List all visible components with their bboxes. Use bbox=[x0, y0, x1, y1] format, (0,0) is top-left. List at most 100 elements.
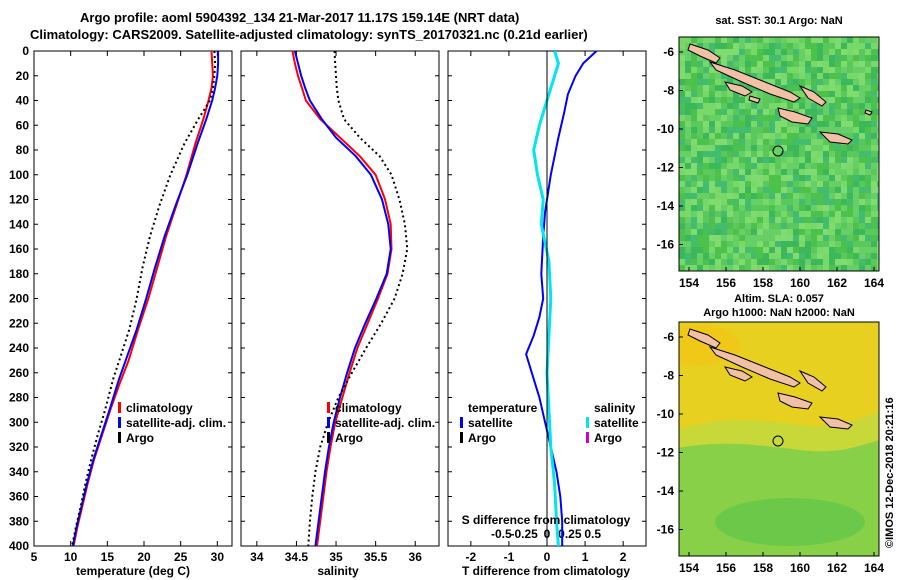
sst-pixel bbox=[817, 223, 823, 229]
sst-pixel bbox=[703, 169, 709, 175]
sst-pixel bbox=[691, 199, 697, 205]
sst-pixel bbox=[733, 79, 739, 85]
sst-pixel bbox=[745, 253, 751, 259]
sst-pixel bbox=[859, 157, 865, 163]
sst-pixel bbox=[817, 211, 823, 217]
sst-pixel bbox=[787, 193, 793, 199]
sst-pixel bbox=[769, 61, 775, 67]
sst-pixel bbox=[865, 79, 871, 85]
sst-pixel bbox=[841, 121, 847, 127]
sst-pixel bbox=[745, 217, 751, 223]
sst-pixel bbox=[709, 181, 715, 187]
sst-pixel bbox=[691, 247, 697, 253]
depth-tick-label: 60 bbox=[16, 118, 30, 132]
sst-pixel bbox=[739, 187, 745, 193]
depth-tick-label: 380 bbox=[9, 514, 29, 528]
sst-pixel bbox=[865, 121, 871, 127]
sst-pixel bbox=[853, 109, 859, 115]
sst-pixel bbox=[745, 103, 751, 109]
sst-pixel bbox=[841, 265, 847, 271]
sst-pixel bbox=[745, 85, 751, 91]
sst-pixel bbox=[781, 85, 787, 91]
lat-tick-label: -8 bbox=[663, 369, 674, 383]
sst-pixel bbox=[781, 205, 787, 211]
temperature-axis-label: temperature (deg C) bbox=[76, 564, 190, 578]
sst-pixel bbox=[709, 67, 715, 73]
series-argo bbox=[307, 51, 409, 546]
sst-pixel bbox=[757, 151, 763, 157]
sst-pixel bbox=[697, 139, 703, 145]
sst-pixel bbox=[811, 187, 817, 193]
sst-pixel bbox=[817, 37, 823, 43]
sst-pixel bbox=[847, 223, 853, 229]
sst-pixel bbox=[787, 85, 793, 91]
sst-pixel bbox=[727, 229, 733, 235]
sst-pixel bbox=[757, 241, 763, 247]
sst-pixel bbox=[745, 193, 751, 199]
sst-pixel bbox=[685, 97, 691, 103]
sst-pixel bbox=[715, 247, 721, 253]
sst-pixel bbox=[703, 265, 709, 271]
sst-pixel bbox=[709, 193, 715, 199]
sst-pixel bbox=[757, 115, 763, 121]
sst-pixel bbox=[877, 253, 879, 259]
sst-pixel bbox=[715, 205, 721, 211]
sst-pixel bbox=[709, 91, 715, 97]
sst-pixel bbox=[721, 217, 727, 223]
sst-pixel bbox=[853, 157, 859, 163]
sst-pixel bbox=[811, 61, 817, 67]
sst-pixel bbox=[745, 151, 751, 157]
sst-pixel bbox=[757, 181, 763, 187]
depth-tick-label: 200 bbox=[9, 292, 29, 306]
x-tick-label: 20 bbox=[137, 550, 151, 564]
sst-pixel bbox=[781, 199, 787, 205]
sst-pixel bbox=[835, 67, 841, 73]
sst-pixel bbox=[775, 169, 781, 175]
sst-pixel bbox=[763, 265, 769, 271]
sst-pixel bbox=[865, 229, 871, 235]
sst-pixel bbox=[715, 157, 721, 163]
sst-pixel bbox=[871, 115, 877, 121]
sst-pixel bbox=[841, 181, 847, 187]
sst-pixel bbox=[775, 163, 781, 169]
island-guadalcanal bbox=[777, 107, 813, 125]
island-santa-isabel-sla bbox=[708, 346, 801, 388]
sst-pixel bbox=[817, 181, 823, 187]
sst-pixel bbox=[685, 259, 691, 265]
sst-pixel bbox=[697, 241, 703, 247]
legend-swatch bbox=[586, 417, 589, 428]
sst-pixel bbox=[703, 61, 709, 67]
sst-pixel bbox=[739, 121, 745, 127]
sst-pixel bbox=[727, 61, 733, 67]
sst-pixel bbox=[739, 49, 745, 55]
sst-pixel bbox=[847, 199, 853, 205]
sst-pixel bbox=[769, 121, 775, 127]
sst-pixel bbox=[805, 223, 811, 229]
sst-pixel bbox=[721, 151, 727, 157]
sst-pixel bbox=[847, 103, 853, 109]
sst-pixel bbox=[847, 181, 853, 187]
sst-pixel bbox=[853, 145, 859, 151]
sst-pixel bbox=[847, 169, 853, 175]
sst-pixel bbox=[727, 181, 733, 187]
sst-pixel bbox=[829, 55, 835, 61]
sst-pixel bbox=[703, 229, 709, 235]
sst-pixel bbox=[781, 67, 787, 73]
legend-label: satellite-adj. clim. bbox=[335, 416, 435, 430]
sst-pixel bbox=[817, 265, 823, 271]
sst-pixel bbox=[775, 97, 781, 103]
sst-pixel bbox=[763, 211, 769, 217]
sst-pixel bbox=[703, 241, 709, 247]
sst-pixel bbox=[841, 109, 847, 115]
sst-pixel bbox=[709, 211, 715, 217]
sst-pixel bbox=[853, 211, 859, 217]
sst-pixel bbox=[757, 67, 763, 73]
sst-pixel bbox=[847, 265, 853, 271]
sst-pixel bbox=[751, 163, 757, 169]
sst-pixel bbox=[709, 229, 715, 235]
sst-pixel bbox=[751, 43, 757, 49]
sst-pixel bbox=[775, 223, 781, 229]
sst-pixel bbox=[877, 199, 879, 205]
sst-pixel bbox=[697, 259, 703, 265]
